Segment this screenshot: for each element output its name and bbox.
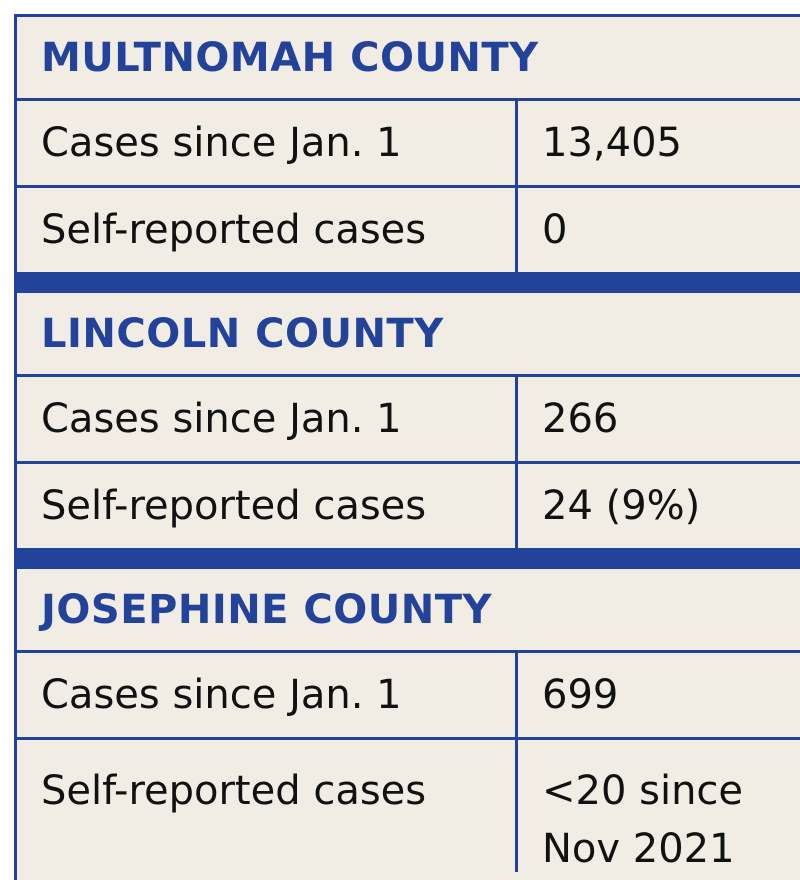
- row-label: Cases since Jan. 1: [17, 101, 518, 185]
- table-row: Self-reported cases 0: [17, 188, 800, 275]
- county-title: LINCOLN COUNTY: [41, 310, 444, 357]
- row-value-text: <20 since Nov 2021: [542, 768, 744, 872]
- section-header: JOSEPHINE COUNTY: [17, 569, 800, 653]
- row-value: 0: [542, 207, 568, 253]
- row-label: Cases since Jan. 1: [17, 653, 518, 737]
- section-divider: [17, 551, 800, 569]
- row-value: 266: [542, 396, 619, 442]
- section-josephine: JOSEPHINE COUNTY Cases since Jan. 1 699 …: [17, 569, 800, 872]
- table-row: Cases since Jan. 1 699: [17, 653, 800, 740]
- table-row: Self-reported cases 24 (9%): [17, 464, 800, 551]
- table-row: Cases since Jan. 1 13,405: [17, 101, 800, 188]
- row-value: 699: [542, 672, 619, 718]
- row-label: Cases since Jan. 1: [17, 377, 518, 461]
- row-label: Self-reported cases: [17, 188, 518, 272]
- row-label: Self-reported cases: [17, 740, 518, 872]
- section-lincoln: LINCOLN COUNTY Cases since Jan. 1 266 Se…: [17, 293, 800, 551]
- section-header: LINCOLN COUNTY: [17, 293, 800, 377]
- section-divider: [17, 275, 800, 293]
- county-title: MULTNOMAH COUNTY: [41, 34, 539, 81]
- section-multnomah: MULTNOMAH COUNTY Cases since Jan. 1 13,4…: [17, 17, 800, 275]
- row-value: <20 since Nov 2021: [518, 740, 782, 872]
- table-row: Cases since Jan. 1 266: [17, 377, 800, 464]
- table-row: Self-reported cases <20 since Nov 2021: [17, 740, 800, 872]
- county-cases-table: MULTNOMAH COUNTY Cases since Jan. 1 13,4…: [14, 14, 800, 880]
- section-header: MULTNOMAH COUNTY: [17, 17, 800, 101]
- row-value: 13,405: [542, 120, 682, 166]
- row-value: 24 (9%): [542, 483, 701, 529]
- row-label: Self-reported cases: [17, 464, 518, 548]
- county-title: JOSEPHINE COUNTY: [41, 586, 492, 633]
